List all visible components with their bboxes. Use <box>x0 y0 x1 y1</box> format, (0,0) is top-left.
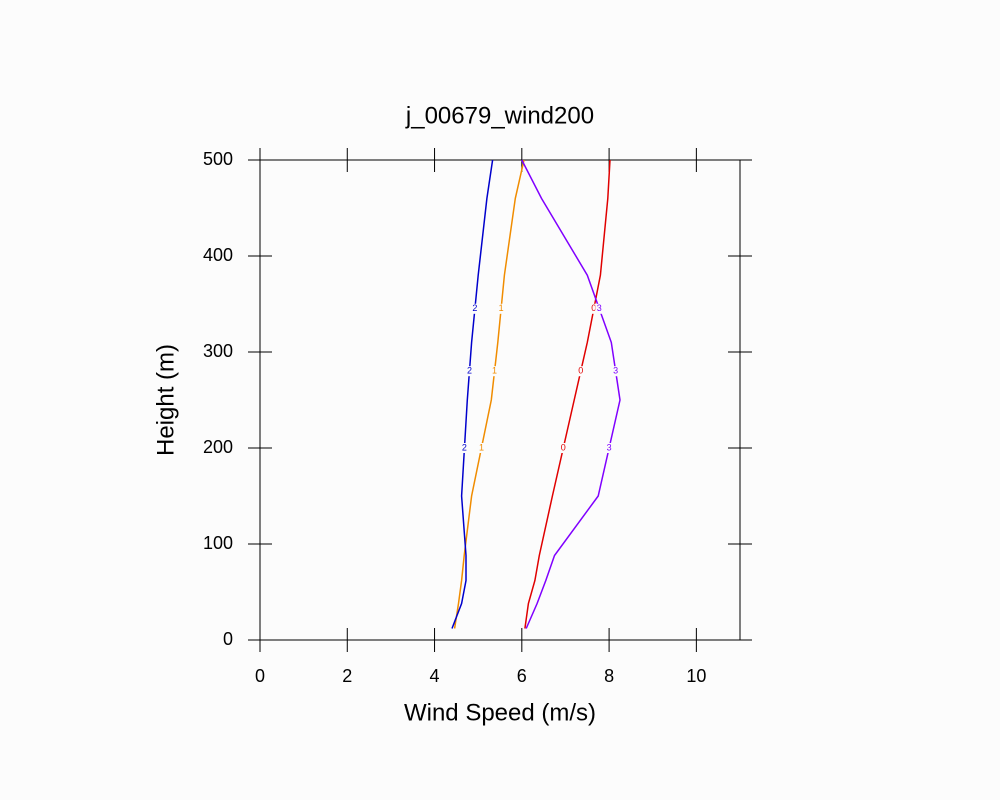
x-tick-label: 8 <box>604 666 614 686</box>
line-label-bg <box>595 303 604 314</box>
plot-frame <box>259 159 741 641</box>
line-label: 3 <box>613 366 618 376</box>
y-tick-label: 300 <box>203 341 233 361</box>
line-label: 0 <box>591 303 596 313</box>
line-label: 0 <box>561 442 566 452</box>
line-label: 2 <box>462 442 467 452</box>
y-tick-label: 500 <box>203 149 233 169</box>
y-tick-label: 100 <box>203 533 233 553</box>
line-label: 0 <box>578 366 583 376</box>
y-tick-label: 0 <box>223 629 233 649</box>
line-label-bg <box>605 443 614 453</box>
line-label-bg <box>611 366 620 377</box>
chart-title: j_00679_wind200 <box>405 102 594 129</box>
line-label-bg <box>490 366 499 377</box>
line-label: 1 <box>499 303 504 313</box>
y-tick-label: 400 <box>203 245 233 265</box>
line-label-bg <box>470 303 479 314</box>
line-label-bg <box>460 443 469 453</box>
x-tick-label: 2 <box>342 666 352 686</box>
x-axis-title: Wind Speed (m/s) <box>404 699 596 726</box>
x-tick-label: 4 <box>430 666 440 686</box>
line-label-bg <box>497 303 506 314</box>
line-label-bg <box>465 366 474 377</box>
x-tick-label: 10 <box>686 666 706 686</box>
line-label: 3 <box>597 303 602 313</box>
line-label: 3 <box>607 442 612 452</box>
y-tick-label: 200 <box>203 437 233 457</box>
line-label-bg <box>477 443 486 453</box>
line-label-bg <box>576 366 585 377</box>
line-label-bg <box>589 303 598 314</box>
line-label: 2 <box>472 303 477 313</box>
line-label: 2 <box>467 366 472 376</box>
line-label-bg <box>559 443 568 453</box>
line-label: 1 <box>492 366 497 376</box>
line-label: 1 <box>479 442 484 452</box>
y-axis-title: Height (m) <box>152 344 179 456</box>
x-tick-label: 6 <box>517 666 527 686</box>
x-tick-label: 0 <box>255 666 265 686</box>
